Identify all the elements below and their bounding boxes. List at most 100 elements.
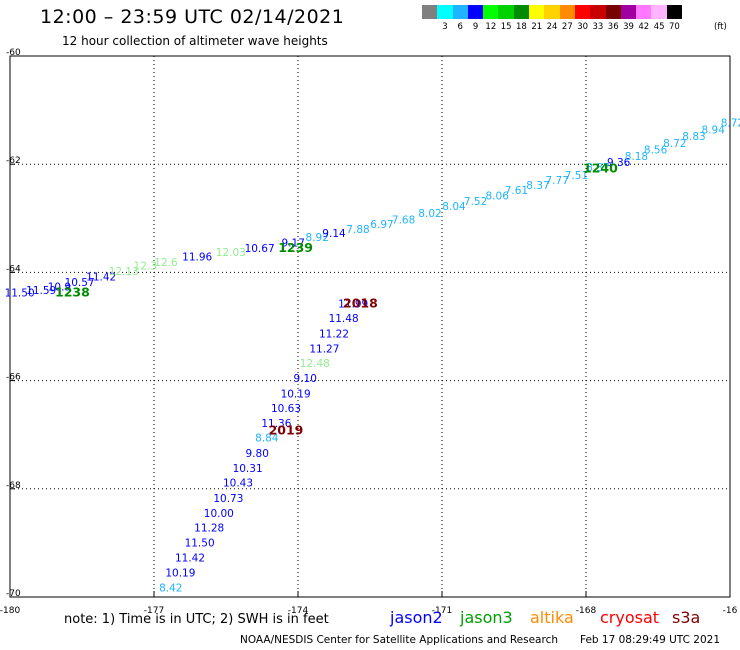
wave-height-label: 11.36 xyxy=(261,418,291,430)
legend-swatch xyxy=(574,5,591,19)
wave-height-label: 11.28 xyxy=(194,523,224,535)
legend-swatch xyxy=(559,5,575,19)
wave-height-label: 12.3 xyxy=(134,261,157,273)
legend-label: 30 xyxy=(577,22,589,32)
wave-height-label: 9.10 xyxy=(294,373,317,385)
wave-height-label: 11.99 xyxy=(338,299,368,311)
legend-item: 39 xyxy=(620,5,637,32)
x-tick-label: -180 xyxy=(0,606,20,616)
legend-unit: (ft) xyxy=(714,22,727,32)
legend-item: 27 xyxy=(559,5,575,32)
legend-item: 70 xyxy=(666,5,683,32)
footer-note: note: 1) Time is in UTC; 2) SWH is in fe… xyxy=(64,612,329,627)
wave-height-label: 10.19 xyxy=(165,567,195,579)
wave-height-label: 10.43 xyxy=(223,478,253,490)
wave-height-label: 12.6 xyxy=(154,257,178,269)
wave-height-label: 8.02 xyxy=(418,208,441,220)
wave-height-label: 9.36 xyxy=(607,157,631,169)
wave-height-label: 8.83 xyxy=(682,131,705,143)
page-title: 12:00 – 23:59 UTC 02/14/2021 xyxy=(40,6,345,28)
legend-swatch xyxy=(467,5,484,19)
wave-height-label: 11.50 xyxy=(185,538,215,550)
satellite-altika: altika xyxy=(530,608,574,627)
legend-label: 33 xyxy=(592,22,604,32)
legend-item: 45 xyxy=(651,5,667,32)
y-tick-label: -60 xyxy=(6,48,21,58)
legend-swatch xyxy=(483,5,499,19)
legend-label: 45 xyxy=(653,22,665,32)
legend-item: 18 xyxy=(513,5,530,32)
wave-height-label: 11.96 xyxy=(182,251,212,263)
satellite-cryosat: cryosat xyxy=(600,608,660,627)
legend-swatch xyxy=(437,5,453,19)
y-tick-label: -64 xyxy=(6,264,21,274)
wave-height-label: 8.18 xyxy=(625,151,648,163)
legend-label: 70 xyxy=(668,22,680,32)
wave-height-label: 8.37 xyxy=(586,162,609,174)
wave-height-label: 10.67 xyxy=(245,243,275,255)
generated-timestamp: Feb 17 08:29:49 UTC 2021 xyxy=(580,634,720,646)
legend-label: 12 xyxy=(485,22,497,32)
wave-height-label: 8.72 xyxy=(663,138,686,150)
credit-text: NOAA/NESDIS Center for Satellite Applica… xyxy=(240,634,558,646)
legend-swatch xyxy=(422,5,438,19)
wave-height-label: 8.84 xyxy=(255,433,279,445)
wave-height-label: 7.51 xyxy=(565,170,588,182)
wave-height-label: 8.42 xyxy=(159,583,182,595)
legend-swatch xyxy=(666,5,683,19)
pass-time-label: 1240 xyxy=(583,160,618,175)
y-tick-label: -70 xyxy=(6,589,21,599)
wave-height-label: 10.19 xyxy=(281,388,311,400)
wave-height-label: 8.37 xyxy=(526,180,549,192)
wave-height-label: 8.06 xyxy=(486,190,510,202)
satellite-jason3: jason3 xyxy=(460,608,513,627)
x-tick-label: -174 xyxy=(288,606,309,616)
wave-height-label: 8.72 xyxy=(721,117,740,129)
y-tick-label: -68 xyxy=(6,481,21,491)
page-subtitle: 12 hour collection of altimeter wave hei… xyxy=(62,34,328,48)
legend-label: 18 xyxy=(516,22,527,32)
wave-height-label: 11.48 xyxy=(329,313,359,325)
legend-swatch xyxy=(452,5,468,19)
legend-swatch xyxy=(498,5,514,19)
legend-label: 24 xyxy=(546,22,558,32)
pass-time-label: 1239 xyxy=(278,240,313,255)
pass-time-label: 2019 xyxy=(269,423,304,438)
legend-label: 9 xyxy=(472,22,479,32)
wave-height-label: 10.63 xyxy=(271,403,301,415)
pass-time-label: 2018 xyxy=(343,296,378,311)
wave-height-label: 11.59 xyxy=(26,285,56,297)
legend-item xyxy=(422,5,438,32)
x-tick-label: -171 xyxy=(432,606,452,616)
pass-time-label: 1238 xyxy=(55,285,90,300)
legend-swatch xyxy=(529,5,545,19)
legend-label: 21 xyxy=(531,22,543,32)
wave-height-label: 8.56 xyxy=(644,144,668,156)
y-tick-label: -66 xyxy=(6,373,21,383)
y-tick-label: -62 xyxy=(6,156,21,166)
legend-item: 36 xyxy=(605,5,621,32)
legend-swatch xyxy=(605,5,621,19)
legend-label: 42 xyxy=(638,22,650,32)
legend-label: 15 xyxy=(500,22,512,32)
satellite-jason2: jason2 xyxy=(390,608,443,627)
wave-height-label: 9.17 xyxy=(282,237,305,249)
wave-height-label: 11.42 xyxy=(86,272,116,284)
legend-item: 9 xyxy=(467,5,484,32)
wave-height-label: 7.68 xyxy=(392,215,415,227)
wave-height-label: 12.13 xyxy=(109,266,139,278)
legend-item: 21 xyxy=(529,5,545,32)
legend-label: 39 xyxy=(623,22,634,32)
legend-item: 24 xyxy=(544,5,560,32)
wave-height-label: 11.42 xyxy=(175,552,205,564)
wave-height-label: 7.88 xyxy=(346,224,369,236)
wave-height-label: 9.14 xyxy=(322,228,346,240)
legend-swatch xyxy=(590,5,606,19)
legend-swatch xyxy=(513,5,530,19)
wave-height-label: 6.97 xyxy=(370,219,393,231)
wave-height-label: 7.77 xyxy=(546,175,569,187)
wave-height-label: 9.80 xyxy=(246,448,269,460)
x-tick-label: -16 xyxy=(723,606,738,616)
wave-height-label: 10.00 xyxy=(204,508,234,520)
